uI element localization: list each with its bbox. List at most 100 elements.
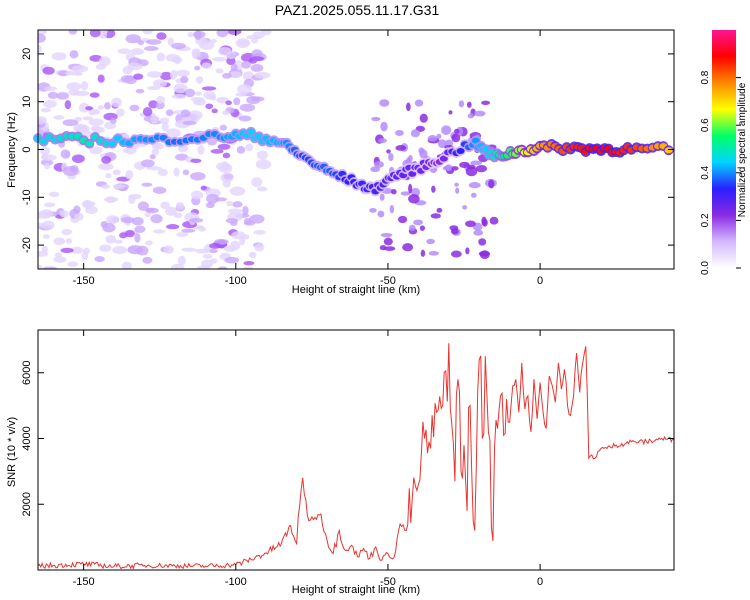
spectrogram-noise-blob [428,250,439,256]
spectrogram-noise-blob [400,191,411,196]
spectrogram-noise-blob [142,106,153,117]
spectrogram-noise-blob [180,109,191,118]
spectrogram-noise-blob [94,255,105,263]
spectrogram-noise-blob [144,46,159,52]
spectrogram-noise-blob [194,91,202,96]
spectrogram-y-tick-label: 20 [21,48,33,60]
spectrogram-noise-blob [135,88,145,94]
spectrogram-noise-blob [426,238,435,245]
spectrogram-noise-blob [64,99,72,110]
snr-frame [37,329,675,571]
spectrogram-noise-blob [479,250,490,260]
spectrogram-noise-blob [185,88,196,98]
spectrogram-noise-blob [243,234,250,240]
snr-y-tick-label: 4000 [21,426,33,450]
spectrogram-noise-blob [48,191,60,198]
spectrogram-noise-blob [53,115,65,120]
spectrogram-noise-blob [97,105,104,110]
spectrogram-noise-blob [82,199,93,209]
spectrogram-noise-blob [156,52,165,62]
spectrogram-noise-blob [74,212,84,221]
spectrogram-noise-blob [142,30,153,35]
spectrogram-noise-blob [194,30,202,41]
spectrogram-noise-blob [201,62,212,69]
spectrogram-noise-blob [97,74,105,83]
spectrogram-noise-blob [182,169,190,176]
spectrogram-noise-blob [398,215,408,224]
spectrogram-noise-blob [141,159,155,168]
spectrogram-noise-blob [209,248,218,254]
colorbar-tick-label: 0.4 [700,165,711,179]
spectrogram-noise-blob [154,142,161,149]
spectrogram-noise-blob [226,200,234,207]
spectrogram-noise-blob [190,158,202,163]
spectrogram-noise-blob [205,202,215,209]
spectrogram-noise-blob [145,240,153,246]
spectrogram-noise-blob [67,261,79,267]
spectrogram-noise-blob [409,224,416,232]
spectrogram-noise-blob [459,161,470,169]
spectrogram-noise-blob [216,30,229,38]
spectrogram-noise-blob [386,149,391,154]
spectrogram-y-tick-label: 10 [21,96,33,108]
spectrogram-noise-blob [89,146,103,155]
spectrogram-noise-blob [395,144,407,151]
spectrogram-noise-blob [57,70,69,77]
spectrogram-noise-blob [238,115,252,122]
spectrogram-noise-blob [127,245,144,255]
spectrogram-noise-blob [92,126,105,134]
spectrogram-noise-blob [230,64,238,72]
spectrogram-noise-blob [245,35,262,40]
spectrogram-noise-blob [109,117,117,124]
spectrogram-noise-blob [62,119,79,127]
spectrogram-noise-blob [175,201,185,210]
spectrogram-noise-blob [42,266,58,269]
spectrogram-noise-blob [466,164,476,170]
spectrogram-noise-blob [488,179,495,189]
spectrogram-noise-blob [127,62,143,71]
spectrogram-noise-blob [475,164,488,173]
spectrogram-ridge-cell [108,140,117,147]
spectrogram-noise-blob [42,66,55,75]
spectrogram-noise-blob [206,137,218,146]
spectrogram-noise-blob [142,256,153,264]
spectrogram-noise-blob [187,31,194,38]
spectrogram-noise-blob [465,166,478,177]
colorbar-ticks: 0.0 0.2 0.4 0.6 0.8 [700,70,741,275]
snr-x-tick-label: 0 [537,576,543,588]
spectrogram-x-tick-label: -100 [225,275,247,287]
spectrogram-noise-blob [169,69,178,80]
spectrogram-noise-blob [38,116,48,125]
spectrogram-noise-blob [369,207,377,213]
spectrogram-noise-blob [98,30,108,39]
spectrogram-noise-blob [481,218,488,227]
spectrogram-noise-blob [70,246,84,255]
spectrogram-noise-blob [131,217,144,226]
spectrogram-noise-blob [53,256,67,263]
spectrogram-noise-blob [125,230,135,238]
spectrogram-noise-blob [38,33,46,43]
snr-x-tick-label: -150 [73,576,95,588]
spectrogram-noise-blob [232,201,243,208]
spectrogram-noise-blob [121,261,132,269]
spectrogram-noise-blob [455,187,460,194]
spectrogram-noise-blob [166,128,181,138]
spectrogram-noise-blob [420,249,426,257]
spectrogram-noise-blob [245,143,254,152]
colorbar-tick-label: 0.0 [700,261,711,275]
spectrogram-noise-blob [122,148,130,154]
spectrogram-noise-blob [103,196,119,203]
spectrogram-noise-blob [242,205,249,216]
spectrogram-noise-blob [374,161,384,168]
spectrogram-noise-blob [159,117,170,125]
spectrogram-noise-blob [410,129,421,138]
spectrogram-noise-blob [454,182,459,187]
spectrogram-noise-blob [105,173,112,179]
spectrogram-noise-blob [92,109,101,115]
spectrogram-noise-blob [226,51,236,60]
spectrogram-noise-blob [161,122,169,132]
spectrogram-noise-blob [101,156,112,164]
spectrogram-noise-blob [150,214,163,224]
spectrogram-noise-blob [152,79,168,88]
